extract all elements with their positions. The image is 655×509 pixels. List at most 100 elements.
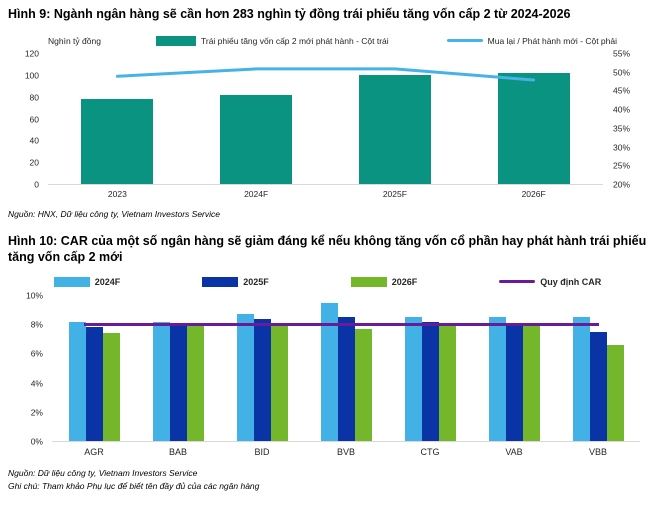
figure10-plot-row: 0% 2% 4% 6% 8% 10%	[8, 291, 647, 445]
legend-item-bar-series: Trái phiếu tăng vốn cấp 2 mới phát hành …	[156, 35, 389, 46]
car-bar-2024f	[488, 317, 506, 441]
bank-bar-group	[556, 296, 640, 441]
x-axis-label: BID	[254, 446, 270, 457]
bar-column	[326, 54, 465, 184]
legend-item-line-series: Mua lại / Phát hành mới - Cột phải	[446, 35, 617, 46]
left-axis-tick-label: 80	[29, 91, 39, 102]
car-bar-2024f	[404, 317, 422, 441]
figure10-y-axis: 0% 2% 4% 6% 8% 10%	[8, 291, 52, 445]
y-axis-tick-label: 4%	[30, 377, 43, 388]
legend-swatch	[53, 276, 90, 287]
x-axis-label: 2025F	[382, 188, 407, 199]
car-bar-2026f	[270, 324, 288, 441]
figure9-plot-area	[48, 54, 603, 185]
right-axis-tick-label: 40%	[613, 104, 631, 115]
bank-bar-group	[388, 296, 472, 441]
left-axis-tick-label: 0	[34, 179, 39, 190]
y-axis-tick-label: 0%	[30, 436, 43, 447]
left-axis-unit-label: Nghìn tỷ đồng	[48, 35, 101, 46]
car-bar-2026f	[606, 344, 624, 441]
bar-column	[187, 54, 326, 184]
right-axis-tick-label: 35%	[613, 123, 631, 134]
car-bar-2025f	[421, 321, 439, 441]
car-regulation-reference-line	[84, 322, 599, 326]
figure10-plot-area	[52, 296, 640, 442]
right-axis-tick-label: 55%	[613, 48, 631, 59]
x-axis-label: BVB	[336, 446, 355, 457]
left-axis-tick-label: 40	[29, 135, 39, 146]
legend-item-2026f: 2026F	[350, 276, 417, 287]
y-axis-tick-label: 2%	[30, 407, 43, 418]
left-axis-tick-label: 120	[24, 48, 39, 59]
car-bar-2024f	[236, 314, 254, 441]
x-axis-label: 2024F	[244, 188, 269, 199]
legend-swatch	[202, 276, 239, 287]
car-bar-2024f	[152, 321, 170, 441]
car-bar-2025f	[253, 318, 271, 441]
legend-label: Mua lại / Phát hành mới - Cột phải	[487, 35, 617, 46]
figure10-legend: 2024F 2025F 2026F Quy định CAR	[8, 276, 647, 287]
legend-item-2024f: 2024F	[53, 276, 120, 287]
bank-bar-group	[304, 296, 388, 441]
car-bar-2026f	[522, 323, 540, 441]
figure10-x-axis: AGR BAB BID BVB CTG VAB VBB	[52, 447, 640, 457]
legend-item-reference-line: Quy định CAR	[499, 277, 601, 287]
x-axis-label: 2023	[107, 188, 127, 199]
car-bar-2025f	[505, 324, 523, 441]
figure10-note: Ghi chú: Tham khảo Phụ lục để biết tên đ…	[8, 480, 260, 491]
legend-label: Quy định CAR	[540, 276, 602, 287]
x-axis-label: CTG	[420, 446, 440, 457]
figure10-chart: 2024F 2025F 2026F Quy định CAR 0% 2% 4% 6% 8% 10…	[8, 276, 647, 457]
car-bar-2026f	[102, 333, 120, 441]
figure10-title: Hình 10: CAR của một số ngân hàng sẽ giả…	[8, 233, 647, 265]
legend-swatch	[350, 276, 387, 287]
bank-bar-group	[52, 296, 136, 441]
x-axis-label: VAB	[505, 446, 523, 457]
x-axis-label: VBB	[588, 446, 607, 457]
figure9-title: Hình 9: Ngành ngân hàng sẽ cần hơn 283 n…	[8, 7, 571, 21]
car-bar-2025f	[85, 327, 103, 441]
car-bar-2025f	[337, 317, 355, 441]
bar-column	[48, 54, 187, 184]
legend-label: 2025F	[243, 276, 269, 287]
right-axis-tick-label: 45%	[613, 85, 631, 96]
figure9-chart-header: Nghìn tỷ đồng Trái phiếu tăng vốn cấp 2 …	[8, 35, 647, 46]
tier2-bond-bar	[497, 73, 570, 184]
bar-series-swatch	[156, 35, 196, 46]
legend-item-2025f: 2025F	[202, 276, 269, 287]
figure9-source: Nguồn: HNX, Dữ liệu công ty, Vietnam Inv…	[8, 208, 220, 219]
x-axis-label: 2026F	[521, 188, 546, 199]
right-axis-tick-label: 50%	[613, 66, 631, 77]
left-axis-tick-label: 100	[24, 70, 39, 81]
tier2-bond-bar	[220, 94, 293, 184]
tier2-bond-bar	[81, 99, 154, 184]
tier2-bond-bar	[358, 75, 431, 184]
car-bar-2025f	[589, 331, 607, 441]
figure10-source: Nguồn: Dữ liệu công ty, Vietnam Investor…	[8, 467, 198, 478]
car-bar-2024f	[320, 302, 338, 441]
buyback-issuance-line-series	[115, 66, 536, 81]
left-axis-tick-label: 20	[29, 157, 39, 168]
line-series-swatch	[446, 39, 483, 42]
right-axis-tick-label: 30%	[613, 141, 631, 152]
right-axis-tick-label: 20%	[613, 179, 631, 190]
legend-label: Trái phiếu tăng vốn cấp 2 mới phát hành …	[201, 35, 389, 46]
figure9-plot-row: 0 20 40 60 80 100 120 20% 25% 30% 35% 40% 45% 50% 55%	[8, 49, 647, 188]
bank-bar-group	[136, 296, 220, 441]
y-axis-tick-label: 8%	[30, 319, 43, 330]
figure9-left-axis: 0 20 40 60 80 100 120	[8, 49, 48, 188]
car-bar-2025f	[169, 324, 187, 441]
car-bar-2024f	[68, 321, 86, 441]
bar-column	[464, 54, 603, 184]
bank-bar-group	[220, 296, 304, 441]
figure9-right-axis: 20% 25% 30% 35% 40% 45% 50% 55%	[603, 49, 647, 188]
car-bar-2026f	[438, 324, 456, 441]
y-axis-tick-label: 10%	[25, 290, 43, 301]
car-bar-2026f	[354, 328, 372, 441]
left-axis-tick-label: 60	[29, 113, 39, 124]
reference-line-swatch	[499, 280, 536, 283]
car-bar-2024f	[572, 317, 590, 441]
car-bar-2026f	[186, 325, 204, 441]
figure9-chart: Nghìn tỷ đồng Trái phiếu tăng vốn cấp 2 …	[8, 35, 647, 199]
